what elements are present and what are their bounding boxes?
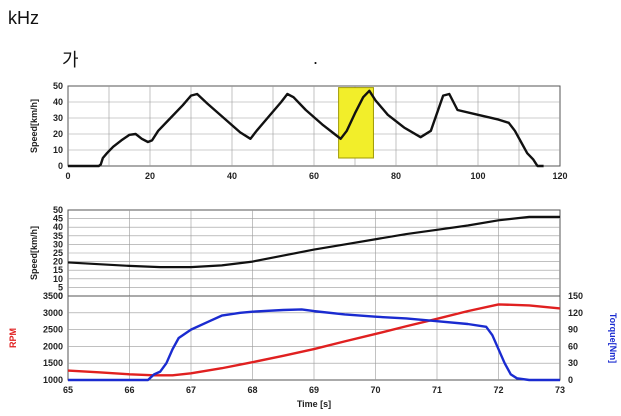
chart3-y-tick-label: 1000 [43,375,63,385]
chart2-speed-line [67,215,560,269]
chart2-y-tick-label: 15 [53,265,63,275]
chart1-x-tick-label: 20 [145,171,155,181]
chart3-y-tick-label: 3500 [43,291,63,301]
chart2-y-tick-label: 10 [53,274,63,284]
chart2-y-tick-label: 35 [53,231,63,241]
chart2-y-tick-label: 50 [53,205,63,215]
chart1-highlight-box [338,87,374,159]
caption-line-2-left: 가 [62,50,79,70]
chart3-x-axis-label: Time [s] [297,399,331,409]
chart2-y-tick-label: 25 [53,248,63,258]
chart3-x-tick-label: 72 [493,385,503,395]
chart3-y2-tick-label: 60 [568,341,578,351]
chart3-x-tick-label: 66 [124,385,134,395]
chart1-y-tick-label: 0 [58,161,63,171]
chart3-y-tick-label: 3000 [43,308,63,318]
chart2-y-axis-label: Speed[km/h] [29,226,39,280]
chart1-y-tick-label: 20 [53,129,63,139]
chart1-x-tick-label: 0 [65,171,70,181]
chart3-torque-line [68,308,560,382]
chart3-y-tick-label: 1500 [43,358,63,368]
chart1-y-tick-label: 50 [53,81,63,91]
chart2-y-tick-label: 45 [53,214,63,224]
caption-line-1: kHz [8,8,39,28]
chart2-y-tick-label: 5 [58,282,63,292]
chart3-x-tick-label: 69 [309,385,319,395]
chart3-x-tick-label: 73 [555,385,565,395]
caption-line-2-right: . [313,48,319,68]
chart3-y2-tick-label: 150 [568,291,583,301]
chart3-x-tick-label: 67 [186,385,196,395]
chart3-x-tick-label: 65 [63,385,73,395]
chart3-y2-tick-label: 120 [568,308,583,318]
chart1-speed-line [68,89,544,168]
chart1-x-tick-label: 80 [391,171,401,181]
chart3-y2-tick-label: 90 [568,325,578,335]
chart3-rpm-line [67,303,561,377]
chart1-x-tick-label: 60 [309,171,319,181]
chart3-y2-tick-label: 0 [568,375,573,385]
chart2-y-tick-label: 0 [58,291,63,301]
chart1-y-tick-label: 30 [53,113,63,123]
chart3-x-tick-label: 70 [370,385,380,395]
chart3-y-axis-label: RPM [8,328,18,348]
chart1-x-tick-label: 100 [470,171,485,181]
chart3-x-tick-label: 68 [247,385,257,395]
chart2-y-tick-label: 20 [53,257,63,267]
chart3-y2-axis-label: Torque[Nm] [608,313,618,363]
chart1-y-tick-label: 40 [53,97,63,107]
chart3-y-tick-label: 2500 [43,325,63,335]
chart2-y-tick-label: 40 [53,222,63,232]
chart3-y2-tick-label: 30 [568,358,578,368]
chart1-y-tick-label: 10 [53,145,63,155]
chart3-x-tick-label: 71 [432,385,442,395]
chart3-y-tick-label: 2000 [43,341,63,351]
chart1-y-axis-label: Speed[km/h] [29,99,39,153]
chart1-x-tick-label: 120 [552,171,567,181]
chart1-x-tick-label: 40 [227,171,237,181]
chart2-y-tick-label: 30 [53,239,63,249]
